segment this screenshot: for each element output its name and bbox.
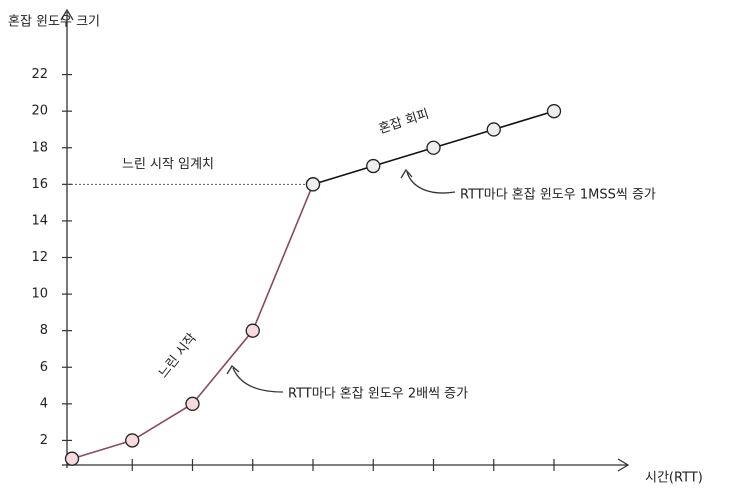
y-tick-label: 14 — [31, 213, 48, 228]
point — [305, 177, 321, 192]
point — [64, 451, 80, 466]
point — [185, 396, 200, 411]
point — [245, 323, 260, 338]
annotation: RTT마다 혼잡 윈도우 2배씩 증가 — [288, 387, 468, 402]
x-axis-arrow — [617, 458, 630, 472]
arrow-head — [226, 365, 240, 375]
y-tick-label: 4 — [40, 396, 48, 411]
point — [426, 140, 441, 155]
point — [486, 122, 501, 137]
y-tick-label: 20 — [31, 104, 48, 119]
point — [366, 158, 381, 174]
arrow-head — [400, 168, 413, 179]
y-tick-label: 2 — [40, 433, 48, 448]
series-line — [71, 184, 314, 460]
y-axis-label: 혼잡 윈도우 크기 — [8, 15, 100, 30]
y-tick-label: 8 — [40, 323, 48, 338]
y-tick-label: 18 — [31, 140, 48, 155]
y-tick-label: 12 — [31, 250, 48, 265]
series-label: 느린 시작 — [156, 331, 200, 381]
series-label: 혼잡 회피 — [377, 107, 431, 137]
y-axis-arrow — [60, 8, 74, 21]
y-tick-label: 10 — [31, 287, 48, 302]
arrow — [406, 171, 456, 194]
arrow — [232, 367, 284, 393]
point — [546, 104, 562, 119]
threshold-label: 느린 시작 임계치 — [122, 157, 214, 172]
y-tick-label: 22 — [31, 67, 48, 82]
annotation: RTT마다 혼잡 윈도우 1MSS씩 증가 — [460, 188, 656, 203]
x-axis-label: 시간(RTT) — [645, 471, 703, 486]
y-tick-label: 6 — [40, 360, 48, 375]
point — [125, 433, 140, 448]
y-tick-label: 16 — [31, 177, 48, 192]
